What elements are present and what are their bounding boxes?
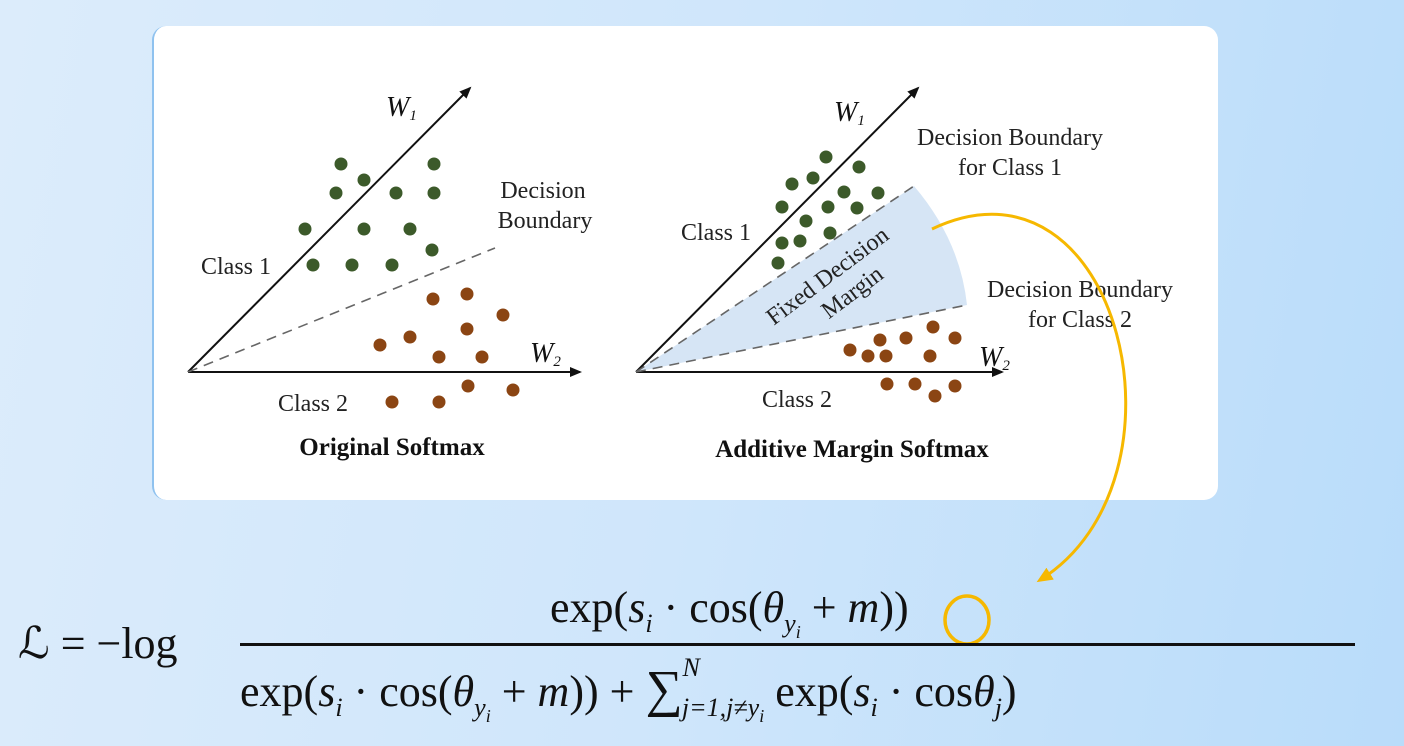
class1-point [819, 150, 833, 164]
class2-point [928, 389, 942, 403]
class2-point [948, 331, 962, 345]
additive-margin-softmax-panel: W1 W2 Decision Boundary for Class 1 Deci… [635, 86, 1173, 463]
formula-numerator: exp(si · cos(θyi + m)) [550, 583, 909, 642]
boundary-class1-line [635, 185, 915, 373]
decision-boundary-label: Decision [500, 178, 585, 204]
boundary-class2-line [635, 304, 968, 373]
class2-point [426, 292, 440, 306]
class2-point [432, 350, 446, 364]
class1-label: Class 1 [681, 220, 751, 246]
fixed-decision-margin-region [636, 186, 967, 372]
caption-additive-margin-softmax: Additive Margin Softmax [715, 436, 989, 463]
class2-points [373, 287, 520, 409]
class1-point [850, 201, 864, 215]
w1-label: W1 [834, 97, 865, 129]
class1-point [357, 222, 371, 236]
class1-point [837, 185, 851, 199]
class1-point [775, 236, 789, 250]
class2-point [460, 287, 474, 301]
class2-point [843, 343, 857, 357]
class1-point [793, 234, 807, 248]
class1-point [799, 214, 813, 228]
class2-point [373, 338, 387, 352]
caption-original-softmax: Original Softmax [299, 434, 485, 461]
class1-point [785, 177, 799, 191]
class2-label: Class 2 [278, 391, 348, 417]
highlight-arrow [931, 212, 1128, 583]
w2-label: W2 [979, 342, 1010, 374]
class1-point [425, 243, 439, 257]
class1-point [823, 226, 837, 240]
formula-denominator: exp(si · cos(θyi + m)) + ∑Nj=1,j≠yi exp(… [240, 653, 1017, 726]
class2-point [403, 330, 417, 344]
class1-point [852, 160, 866, 174]
class1-point [871, 186, 885, 200]
original-softmax-panel: W1 W2 Decision Boundary Class 1 Class 2 … [187, 86, 593, 461]
class1-point [357, 173, 371, 187]
class1-point [775, 200, 789, 214]
class1-point [298, 222, 312, 236]
class1-point [427, 157, 441, 171]
class2-point [432, 395, 446, 409]
class1-point [806, 171, 820, 185]
loss-lhs: ℒ = −log [18, 619, 178, 668]
w1-label: W1 [386, 92, 417, 124]
class1-point [329, 186, 343, 200]
boundary-class1-label: Decision Boundary [917, 125, 1103, 151]
w1-axis [187, 86, 472, 373]
w1-axis [635, 86, 920, 373]
margin-m-highlight-circle [943, 594, 991, 646]
class2-point [908, 377, 922, 391]
class1-point [345, 258, 359, 272]
class2-point [385, 395, 399, 409]
class2-point [460, 322, 474, 336]
class2-point [879, 349, 893, 363]
summation-symbol: ∑ [645, 661, 683, 718]
class2-point [926, 320, 940, 334]
decision-boundary-line [187, 247, 496, 373]
decision-boundary-label-2: Boundary [498, 208, 593, 234]
class1-point [403, 222, 417, 236]
class2-point [923, 349, 937, 363]
class1-point [427, 186, 441, 200]
class1-points [298, 157, 441, 272]
class1-point [821, 200, 835, 214]
class2-point [861, 349, 875, 363]
class2-point [880, 377, 894, 391]
class2-point [899, 331, 913, 345]
class1-label: Class 1 [201, 254, 271, 280]
diagram-card [152, 26, 1218, 500]
class2-point [948, 379, 962, 393]
class2-point [873, 333, 887, 347]
class1-point [334, 157, 348, 171]
boundary-class1-label-2: for Class 1 [958, 155, 1062, 181]
class1-point [389, 186, 403, 200]
class2-point [475, 350, 489, 364]
class1-point [385, 258, 399, 272]
class2-point [461, 379, 475, 393]
boundary-class2-label: Decision Boundary [987, 277, 1173, 303]
class1-point [771, 256, 785, 270]
class1-point [306, 258, 320, 272]
class2-point [506, 383, 520, 397]
w2-label: W2 [530, 338, 561, 370]
class2-points [843, 320, 962, 403]
class1-points [771, 150, 885, 270]
class2-label: Class 2 [762, 387, 832, 413]
class2-point [496, 308, 510, 322]
fraction-bar [240, 643, 1355, 646]
